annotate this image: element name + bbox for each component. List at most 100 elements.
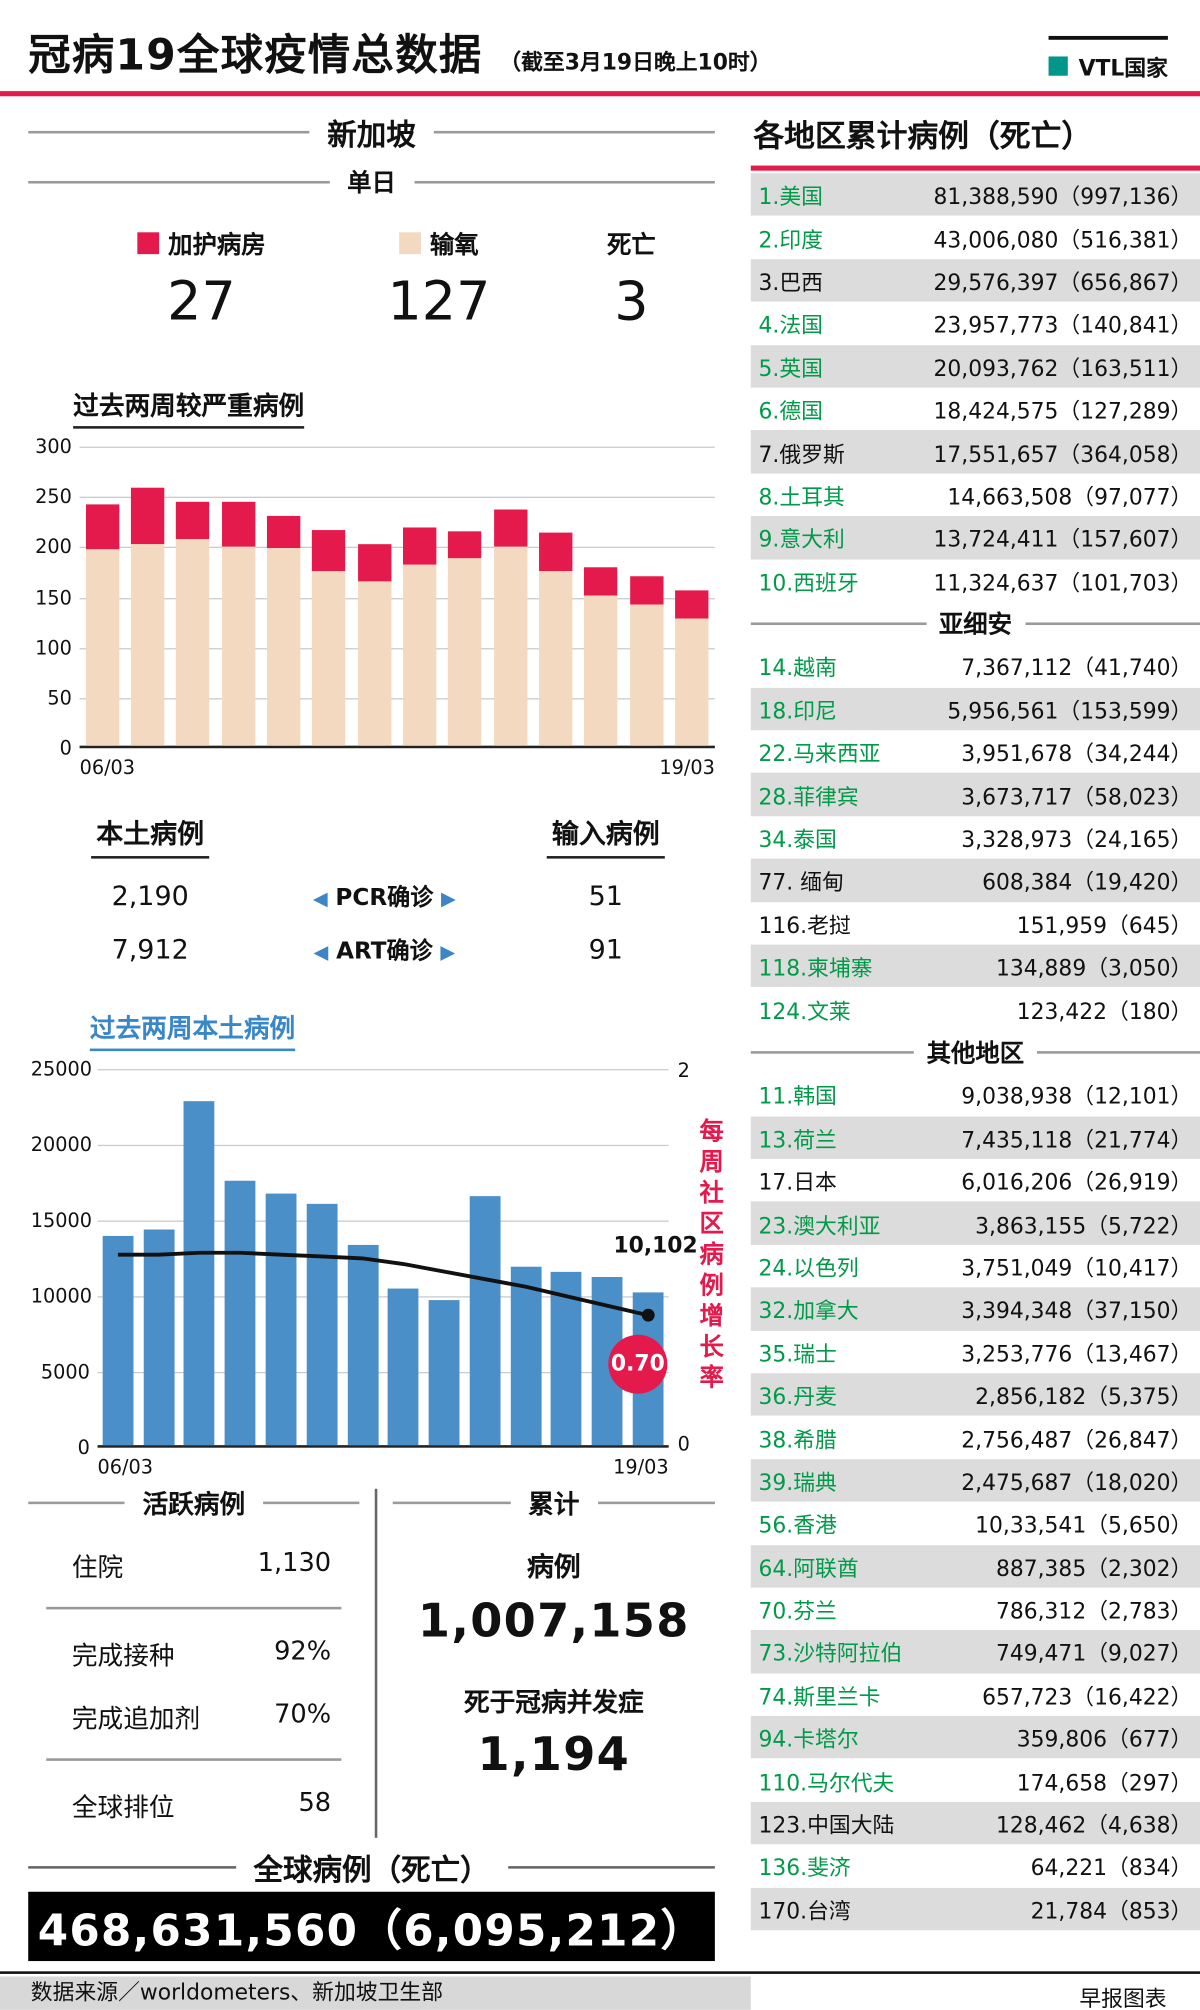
region-row: 123.中国大陆 128,462（4,638） [750,1801,1200,1845]
bars-group [98,1069,669,1446]
icu-segment [312,530,346,572]
daily-stat-label-row: 死亡 [548,226,715,259]
icu-segment [357,543,392,582]
icu-segment [539,532,573,572]
region-name: 4.法国 [758,313,823,340]
region-row: 5.英国 20,093,762（163,511） [750,344,1200,388]
local-cases-value: 2,190 [111,880,189,912]
right-arrow-icon: ▶ [441,886,456,910]
region-name: 123.中国大陆 [758,1813,895,1840]
global-cases-banner: 468,631,560（6,095,212） [28,1891,715,1962]
region-list: 1.美国 81,388,590（997,136） 2.印度 43,006,080（51… [750,173,1200,1931]
severe-chart-plot: 0 50 100 150 200 250 300 [35,435,715,760]
active-row-value: 1,130 [257,1546,332,1578]
region-row: 170.台湾 21,784（853） [750,1887,1200,1931]
region-row: 64.阿联酋 887,385（2,302） [750,1544,1200,1588]
region-name: 18.印尼 [758,699,837,725]
severe-cases-chart: 过去两周较严重病例 0 50 100 150 200 250 300 06/03 19/03 [28,385,715,779]
local-cases-bar [551,1272,583,1446]
oxygen-segment [448,558,482,746]
active-cases-box: 活跃病例 住院 1,130 完成接种 92% 完成追加剂 70% 全球排位 58 [28,1484,359,1824]
vtl-color-swatch [1049,56,1069,76]
icu-segment [267,516,301,549]
local-cases-header-cell: 本土病例 [28,814,272,859]
cases-rows: 2,190 ◀ PCR确诊 ▶ 51 7,912 ◀ ART确诊 ▶ 91 [28,879,715,966]
active-box-title: 活跃病例 [142,1488,246,1520]
global-cases-header: 全球病例（死亡） [28,1846,715,1890]
title-wrap: 冠病19全球疫情总数据 （截至3月19日晚上10时） [28,21,771,83]
region-value: 608,384（19,420） [982,870,1193,897]
region-subheader: 其他地区 [751,1030,1200,1073]
vtl-legend: VTL国家 [1049,35,1168,83]
region-value: 786,312（2,783） [995,1599,1193,1625]
region-row: 28.菲律宾 3,673,717（58,023） [750,773,1200,817]
region-row: 18.印尼 5,956,561（153,599） [750,687,1200,731]
source-text: 数据来源／worldometers、新加坡卫生部 [30,1980,444,2006]
region-row: 56.香港 10,33,541（5,650） [751,1502,1200,1545]
severe-chart-title: 过去两周较严重病例 [73,385,305,429]
region-row: 70.芬兰 786,312（2,783） [751,1587,1200,1630]
region-row: 110.马尔代夫 174,658（297） [751,1759,1200,1802]
oxygen-segment [539,571,573,746]
local-cases-bar [265,1193,297,1446]
y-tick-label: 0 [77,1436,90,1460]
gridline [79,446,715,448]
cumulative-box-title: 累计 [528,1488,580,1520]
region-row: 74.斯里兰卡 657,723（16,422） [751,1673,1200,1716]
y-tick-label: 100 [35,636,72,660]
y-tick-label: 0 [59,736,72,760]
region-value: 23,957,773（140,841） [933,313,1193,340]
y-tick-label: 300 [35,435,72,459]
oxygen-segment [357,581,392,746]
oxygen-segment [85,549,119,746]
cases-row: 7,912 ◀ ART确诊 ▶ 91 [28,933,715,966]
region-value: 9,038,938（12,101） [961,1084,1193,1111]
region-name: 8.土耳其 [758,485,845,511]
line-end-value-label: 10,102 [613,1233,698,1260]
active-row-value: 70% [274,1697,332,1729]
region-value: 2,475,687（18,020） [961,1470,1193,1497]
active-row-label: 完成接种 [71,1640,175,1672]
region-name: 116.老挝 [758,913,851,940]
region-value: 7,367,112（41,740） [961,656,1193,683]
region-name: 64.阿联酋 [758,1556,859,1583]
icu-segment [493,509,528,547]
local-cases-bar [306,1204,338,1446]
region-name: 73.沙特阿拉伯 [758,1642,903,1668]
active-row: 全球排位 58 [28,1787,359,1824]
region-name: 10.西班牙 [758,570,859,597]
local-chart-title: 过去两周本土病例 [89,1007,296,1052]
cases-headers: 本土病例 输入病例 [28,814,715,859]
active-row-label: 完成追加剂 [71,1703,201,1734]
region-value: 11,324,637（101,703） [933,570,1193,597]
region-subheader-label: 亚细安 [938,611,1012,640]
region-row: 23.澳大利亚 3,863,155（5,722） [750,1201,1200,1245]
region-value: 43,006,080（516,381） [933,227,1193,254]
daily-section-title: 单日 [347,169,396,198]
gridline [79,597,715,599]
region-value: 3,751,049（10,417） [961,1256,1193,1283]
region-row: 6.德国 18,424,575（127,289） [751,388,1200,431]
region-row: 32.加拿大 3,394,348（37,150） [750,1287,1200,1331]
gridline [97,1371,669,1374]
local-chart-plot: 10,102 0.70 每周社区病例增长率 0 5000 10000 15000 200… [31,1058,724,1460]
region-value: 359,806（677） [1016,1727,1193,1754]
region-name: 9.意大利 [758,527,845,554]
region-name: 56.香港 [758,1513,837,1540]
vtl-legend-label: VTL国家 [1078,56,1168,83]
region-value: 10,33,541（5,650） [975,1513,1193,1540]
region-name: 7.俄罗斯 [758,442,845,468]
footer-source-band: 数据来源／worldometers、新加坡卫生部 [0,1976,751,2010]
region-value: 123,422（180） [1016,999,1193,1025]
active-row-label: 全球排位 [71,1791,175,1823]
y-tick-label: 10000 [30,1284,93,1308]
region-name: 23.澳大利亚 [758,1213,881,1240]
region-name: 6.德国 [758,399,823,425]
local-cases-bar [510,1266,542,1446]
daily-stat-label-row: 输氧 [330,226,548,259]
stacked-bar [130,487,165,746]
singapore-section-header: 新加坡 [28,110,715,154]
region-name: 35.瑞士 [758,1342,837,1368]
left-arrow-icon: ◀ [312,886,328,910]
left-arrow-icon: ◀ [313,940,329,964]
